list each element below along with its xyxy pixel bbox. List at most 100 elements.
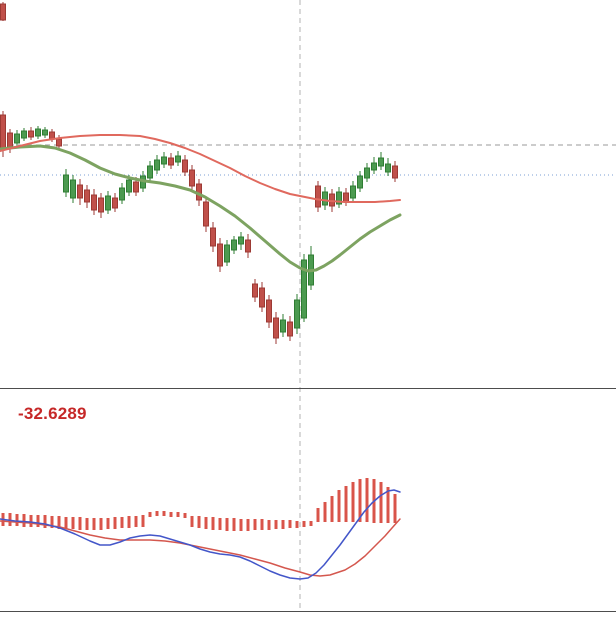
candlestick [378, 152, 384, 170]
candle-body [28, 130, 34, 138]
candlestick [364, 163, 370, 182]
candlestick [224, 240, 230, 266]
candle-body [35, 128, 41, 137]
candlestick [147, 161, 153, 182]
ma-fast-green-line [0, 144, 402, 273]
candlestick [119, 183, 125, 204]
candlestick [28, 127, 34, 140]
price-panel [0, 2, 402, 344]
candlestick [245, 234, 251, 258]
candle-body [98, 197, 104, 213]
candle-body [357, 175, 363, 189]
candlestick [308, 246, 314, 290]
candlestick [266, 295, 272, 328]
candlestick [70, 175, 76, 203]
macd-value-label: -32.6289 [18, 404, 87, 423]
candlestick [259, 282, 265, 312]
candle-body [259, 287, 265, 308]
candle-body [0, 3, 6, 21]
candle-body [112, 197, 118, 209]
candlestick [392, 161, 398, 182]
candlestick [294, 294, 300, 334]
candlestick [217, 238, 223, 272]
candlestick [154, 155, 160, 174]
candle-body [273, 317, 279, 339]
candle-body [84, 189, 90, 203]
candle-body [336, 191, 342, 205]
macd-blue-line [0, 489, 401, 580]
candle-body [14, 133, 20, 144]
candlestick [98, 193, 104, 218]
candle-body [42, 129, 48, 136]
candle-body [350, 185, 356, 199]
candle-body [119, 187, 125, 201]
candle-body [392, 165, 398, 179]
candle-body [252, 283, 258, 298]
candle-body [154, 159, 160, 171]
candlestick [385, 158, 391, 176]
candle-body [378, 157, 384, 167]
candle-body [315, 185, 321, 208]
candle-body [343, 192, 349, 203]
candlestick [175, 151, 181, 166]
candlestick [252, 279, 258, 302]
candle-body [238, 236, 244, 245]
candle-body [175, 155, 181, 163]
candle-body [161, 156, 167, 165]
candle-body [217, 243, 223, 267]
candle-body [0, 114, 6, 151]
candlestick [350, 181, 356, 202]
candlestick [210, 222, 216, 252]
candle-body [91, 194, 97, 211]
candle-body [287, 321, 293, 337]
candlestick [112, 193, 118, 212]
candle-body [189, 169, 195, 187]
candle-body [77, 184, 83, 199]
candlestick [84, 185, 90, 208]
candle-body [322, 191, 328, 206]
candlestick [238, 232, 244, 250]
candle-body [231, 239, 237, 251]
candlestick [91, 189, 97, 215]
candlestick [322, 187, 328, 210]
candlestick [371, 157, 377, 174]
candlestick [105, 191, 111, 214]
candlestick [203, 196, 209, 232]
candlestick [35, 126, 41, 139]
candlestick [357, 171, 363, 192]
candle-body [385, 163, 391, 173]
candlestick [21, 128, 27, 141]
candlestick [0, 2, 6, 21]
candlestick [42, 127, 48, 138]
candle-body [56, 138, 62, 147]
candle-body [245, 239, 251, 253]
candle-body [126, 179, 132, 193]
candlestick [336, 187, 342, 208]
candle-body [182, 159, 188, 173]
candlestick [231, 236, 237, 254]
candle-body [21, 130, 27, 139]
candlestick [189, 165, 195, 190]
candlestick [14, 130, 20, 146]
candlestick [301, 254, 307, 322]
ma-slow-red-line [0, 134, 401, 203]
candle-body [280, 319, 286, 333]
candle-body [105, 195, 111, 211]
candlestick [280, 314, 286, 337]
candlestick [182, 155, 188, 176]
candle-body [371, 162, 377, 171]
candlestick [315, 181, 321, 212]
candle-body [224, 244, 230, 263]
candlestick [287, 316, 293, 341]
candle-body [63, 174, 69, 193]
candle-body [203, 201, 209, 227]
candle-body [147, 165, 153, 179]
candle-body [266, 299, 272, 323]
candlestick [63, 169, 69, 197]
candlestick [161, 152, 167, 168]
candle-body [329, 193, 335, 207]
candle-body [301, 259, 307, 319]
candle-body [133, 181, 139, 193]
